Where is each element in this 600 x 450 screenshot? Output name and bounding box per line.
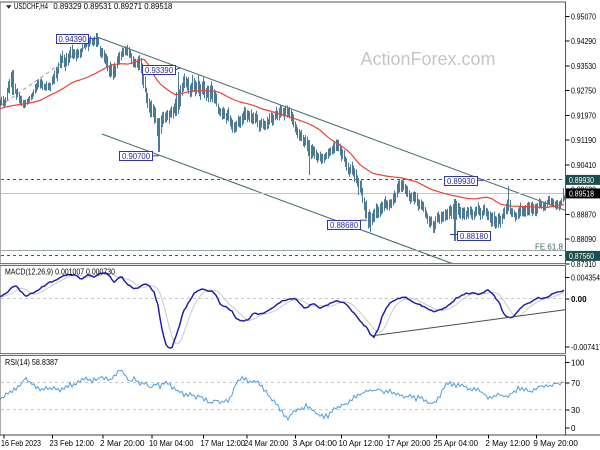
svg-text:-0.007417: -0.007417 bbox=[571, 343, 600, 352]
svg-text:0.00: 0.00 bbox=[571, 295, 587, 304]
svg-text:2 Mar 20:00: 2 Mar 20:00 bbox=[100, 439, 145, 448]
svg-text:0.89518: 0.89518 bbox=[569, 189, 594, 198]
svg-text:0.93390: 0.93390 bbox=[145, 66, 174, 75]
svg-text:0: 0 bbox=[571, 424, 576, 433]
svg-text:0.87310: 0.87310 bbox=[571, 260, 596, 269]
svg-text:0.88180: 0.88180 bbox=[460, 232, 489, 241]
svg-text:0.88870: 0.88870 bbox=[571, 210, 596, 219]
svg-text:0.90410: 0.90410 bbox=[571, 161, 596, 170]
svg-text:0.92750: 0.92750 bbox=[571, 87, 596, 96]
svg-text:0.90700: 0.90700 bbox=[122, 152, 151, 161]
svg-text:16 Feb 2023: 16 Feb 2023 bbox=[1, 439, 41, 448]
svg-text:0.94290: 0.94290 bbox=[571, 37, 596, 46]
svg-text:MACD(12,26,9) 0.001007 0.00073: MACD(12,26,9) 0.001007 0.000730 bbox=[5, 268, 115, 277]
svg-text:ActionForex.com: ActionForex.com bbox=[360, 49, 495, 69]
svg-text:0.91970: 0.91970 bbox=[571, 111, 596, 120]
svg-text:30: 30 bbox=[571, 406, 580, 415]
svg-text:2 May 12:00: 2 May 12:00 bbox=[485, 439, 530, 448]
svg-text:0.89930: 0.89930 bbox=[569, 176, 594, 185]
svg-text:0.89329 0.89531 0.89271 0.8951: 0.89329 0.89531 0.89271 0.89518 bbox=[53, 2, 173, 11]
svg-text:0.87560: 0.87560 bbox=[569, 252, 594, 261]
svg-text:100: 100 bbox=[571, 359, 585, 368]
svg-text:0.95070: 0.95070 bbox=[571, 13, 596, 22]
svg-text:25 Apr 04:00: 25 Apr 04:00 bbox=[434, 439, 479, 448]
svg-text:10 Mar 04:00: 10 Mar 04:00 bbox=[149, 439, 194, 448]
svg-text:24 Mar 20:00: 24 Mar 20:00 bbox=[244, 439, 289, 448]
svg-text:RSI(14) 58.8387: RSI(14) 58.8387 bbox=[5, 358, 58, 367]
svg-text:USDCHF,H4: USDCHF,H4 bbox=[14, 2, 48, 11]
svg-text:0.91190: 0.91190 bbox=[571, 136, 596, 145]
svg-text:0.93530: 0.93530 bbox=[571, 62, 596, 71]
svg-text:0.89930: 0.89930 bbox=[447, 177, 476, 186]
svg-text:0.004354: 0.004354 bbox=[571, 274, 600, 283]
svg-text:3 Apr 04:00: 3 Apr 04:00 bbox=[293, 439, 338, 448]
svg-text:FE 61.8: FE 61.8 bbox=[535, 243, 564, 252]
svg-text:0.88680: 0.88680 bbox=[330, 221, 359, 230]
svg-text:17 Mar 12:00: 17 Mar 12:00 bbox=[201, 439, 246, 448]
svg-text:0.88090: 0.88090 bbox=[571, 235, 596, 244]
svg-text:17 Apr 20:00: 17 Apr 20:00 bbox=[386, 439, 431, 448]
svg-text:23 Feb 12:00: 23 Feb 12:00 bbox=[50, 439, 95, 448]
svg-text:9 May 20:00: 9 May 20:00 bbox=[533, 439, 578, 448]
svg-text:70: 70 bbox=[571, 379, 580, 388]
svg-text:10 Apr 12:00: 10 Apr 12:00 bbox=[339, 439, 384, 448]
svg-text:0.94390: 0.94390 bbox=[59, 35, 88, 44]
